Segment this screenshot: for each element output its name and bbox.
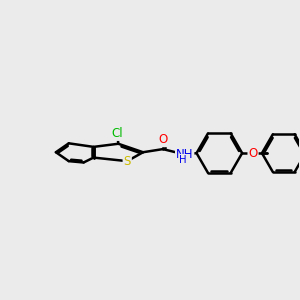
Text: O: O — [158, 133, 167, 146]
Text: S: S — [124, 154, 131, 168]
Text: Cl: Cl — [112, 127, 123, 140]
Text: H: H — [179, 155, 187, 165]
Text: NH: NH — [176, 148, 194, 161]
Text: O: O — [248, 147, 258, 160]
